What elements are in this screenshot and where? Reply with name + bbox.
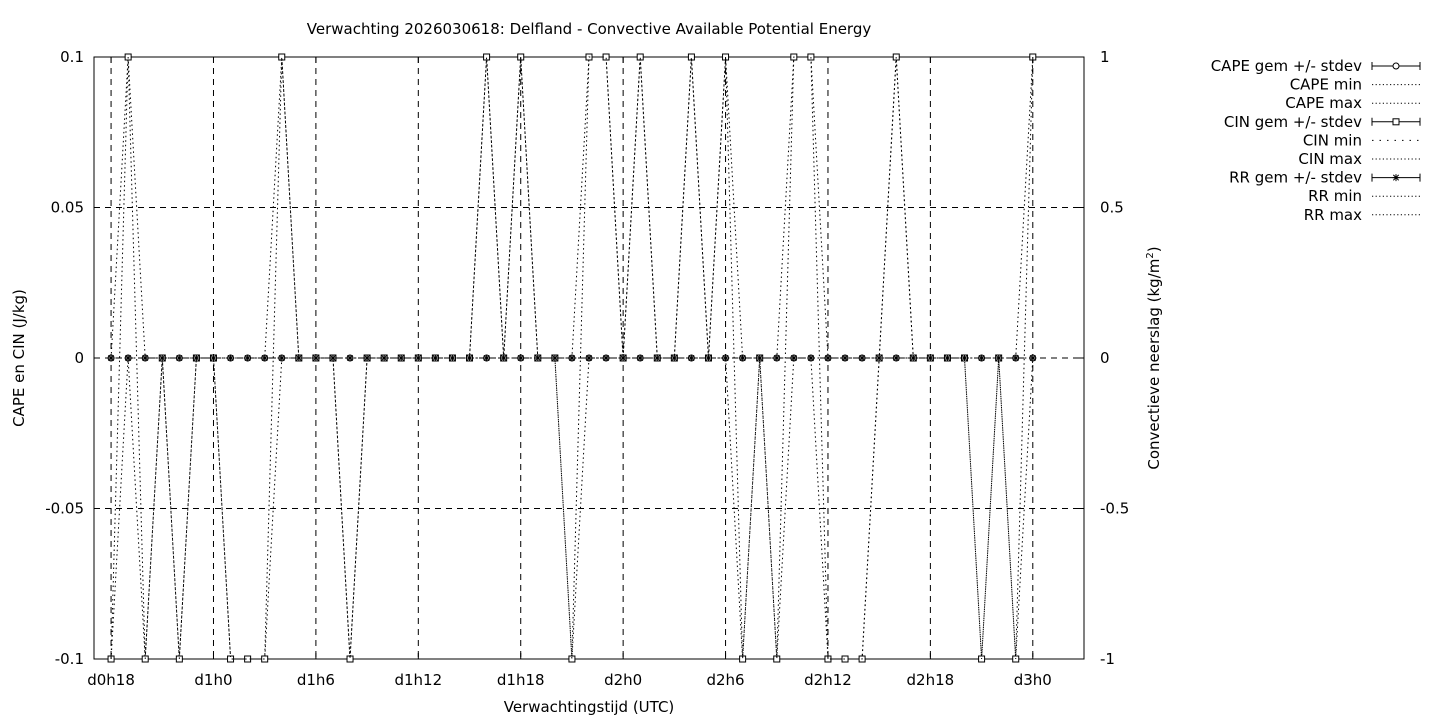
series-6-point bbox=[602, 354, 610, 362]
x-tick-label: d0h18 bbox=[87, 671, 135, 689]
legend-label: CIN max bbox=[1298, 150, 1362, 168]
legend-marker bbox=[1392, 174, 1400, 182]
legend-label: CAPE min bbox=[1290, 76, 1362, 94]
series-3-point bbox=[175, 655, 183, 663]
series-6-point bbox=[619, 354, 627, 362]
series-6-point bbox=[534, 354, 542, 362]
series-6-point bbox=[158, 354, 166, 362]
y-axis-label: CAPE en CIN (J/kg) bbox=[10, 289, 28, 427]
series-6-point bbox=[653, 354, 661, 362]
series-6-point bbox=[312, 354, 320, 362]
x-tick-label: d1h12 bbox=[394, 671, 442, 689]
series-6-point bbox=[551, 354, 559, 362]
series-6-point bbox=[858, 354, 866, 362]
legend-label: RR min bbox=[1308, 187, 1362, 205]
legend-label: CAPE max bbox=[1285, 94, 1362, 112]
series-6-point bbox=[704, 354, 712, 362]
series-3-point bbox=[892, 53, 900, 61]
series-6-point bbox=[875, 354, 883, 362]
legend-label: RR gem +/- stdev bbox=[1229, 169, 1362, 187]
y-tick-label: 0 bbox=[74, 349, 84, 367]
y2-tick-label: -1 bbox=[1100, 650, 1115, 668]
legend-label: CAPE gem +/- stdev bbox=[1211, 57, 1362, 75]
y2-axis-label: Convectieve neerslag (kg/m2) bbox=[1145, 246, 1163, 469]
series-6-point bbox=[892, 354, 900, 362]
y2-tick-label: -0.5 bbox=[1100, 500, 1129, 518]
series-6-point bbox=[773, 354, 781, 362]
x-tick-label: d2h0 bbox=[604, 671, 642, 689]
series-6-point bbox=[483, 354, 491, 362]
series-6-point bbox=[636, 354, 644, 362]
y2-tick-label: 0 bbox=[1100, 349, 1110, 367]
chart-title: Verwachting 2026030618: Delfland - Conve… bbox=[307, 20, 872, 38]
x-tick-label: d1h6 bbox=[297, 671, 335, 689]
series-3-point bbox=[568, 655, 576, 663]
series-6-point bbox=[227, 354, 235, 362]
series-6-point bbox=[1029, 354, 1037, 362]
series-6-point bbox=[568, 354, 576, 362]
legend-label: CIN gem +/- stdev bbox=[1224, 113, 1362, 131]
series-6-point bbox=[363, 354, 371, 362]
series-3-point bbox=[807, 53, 815, 61]
series-6-point bbox=[961, 354, 969, 362]
series-3-point bbox=[841, 655, 849, 663]
y2-axis-label-sup: 2 bbox=[1145, 252, 1156, 258]
y-tick-label: -0.05 bbox=[45, 500, 84, 518]
x-tick-label: d2h12 bbox=[804, 671, 852, 689]
series-6-point bbox=[107, 354, 115, 362]
y2-axis-label-main: Convectieve neerslag (kg/m bbox=[1145, 259, 1163, 470]
series-6-point bbox=[722, 354, 730, 362]
series-6-point bbox=[278, 354, 286, 362]
legend-marker bbox=[1392, 118, 1400, 126]
x-tick-label: d3h0 bbox=[1014, 671, 1052, 689]
series-3-point bbox=[124, 53, 132, 61]
x-tick-label: d2h6 bbox=[706, 671, 744, 689]
series-6-point bbox=[295, 354, 303, 362]
series-6-point bbox=[244, 354, 252, 362]
series-6-point bbox=[943, 354, 951, 362]
y2-axis-label-end: ) bbox=[1145, 246, 1163, 252]
legend-marker bbox=[1392, 62, 1400, 70]
series-6-point bbox=[978, 354, 986, 362]
x-axis-label: Verwachtingstijd (UTC) bbox=[504, 698, 675, 716]
series-6-point bbox=[687, 354, 695, 362]
series-6-point bbox=[397, 354, 405, 362]
series-6-point bbox=[380, 354, 388, 362]
series-3-point bbox=[261, 655, 269, 663]
series-3-point bbox=[141, 655, 149, 663]
y-tick-label: 0.1 bbox=[60, 48, 84, 66]
x-tick-label: d2h18 bbox=[907, 671, 955, 689]
series-6-point bbox=[192, 354, 200, 362]
y-tick-label: 0.05 bbox=[51, 199, 84, 217]
y2-tick-label: 1 bbox=[1100, 48, 1110, 66]
series-6-point bbox=[790, 354, 798, 362]
legend-label: CIN min bbox=[1303, 131, 1362, 149]
x-tick-label: d1h18 bbox=[497, 671, 545, 689]
series-layer bbox=[107, 53, 1037, 663]
axes-layer: d0h18 d1h0 d1h6 d1h12 d1h18 d2h0 d2h6 d2h12 d2h1… bbox=[45, 48, 1129, 689]
x-tick-label: d1h0 bbox=[194, 671, 232, 689]
series-6-point bbox=[448, 354, 456, 362]
series-6-point bbox=[739, 354, 747, 362]
y-tick-label: -0.1 bbox=[55, 650, 84, 668]
series-6-point bbox=[807, 354, 815, 362]
series-6-point bbox=[466, 354, 474, 362]
y2-tick-label: 0.5 bbox=[1100, 199, 1124, 217]
legend-label: RR max bbox=[1304, 206, 1362, 224]
series-6-point bbox=[124, 354, 132, 362]
series-6-point bbox=[141, 354, 149, 362]
series-6-point bbox=[209, 354, 217, 362]
